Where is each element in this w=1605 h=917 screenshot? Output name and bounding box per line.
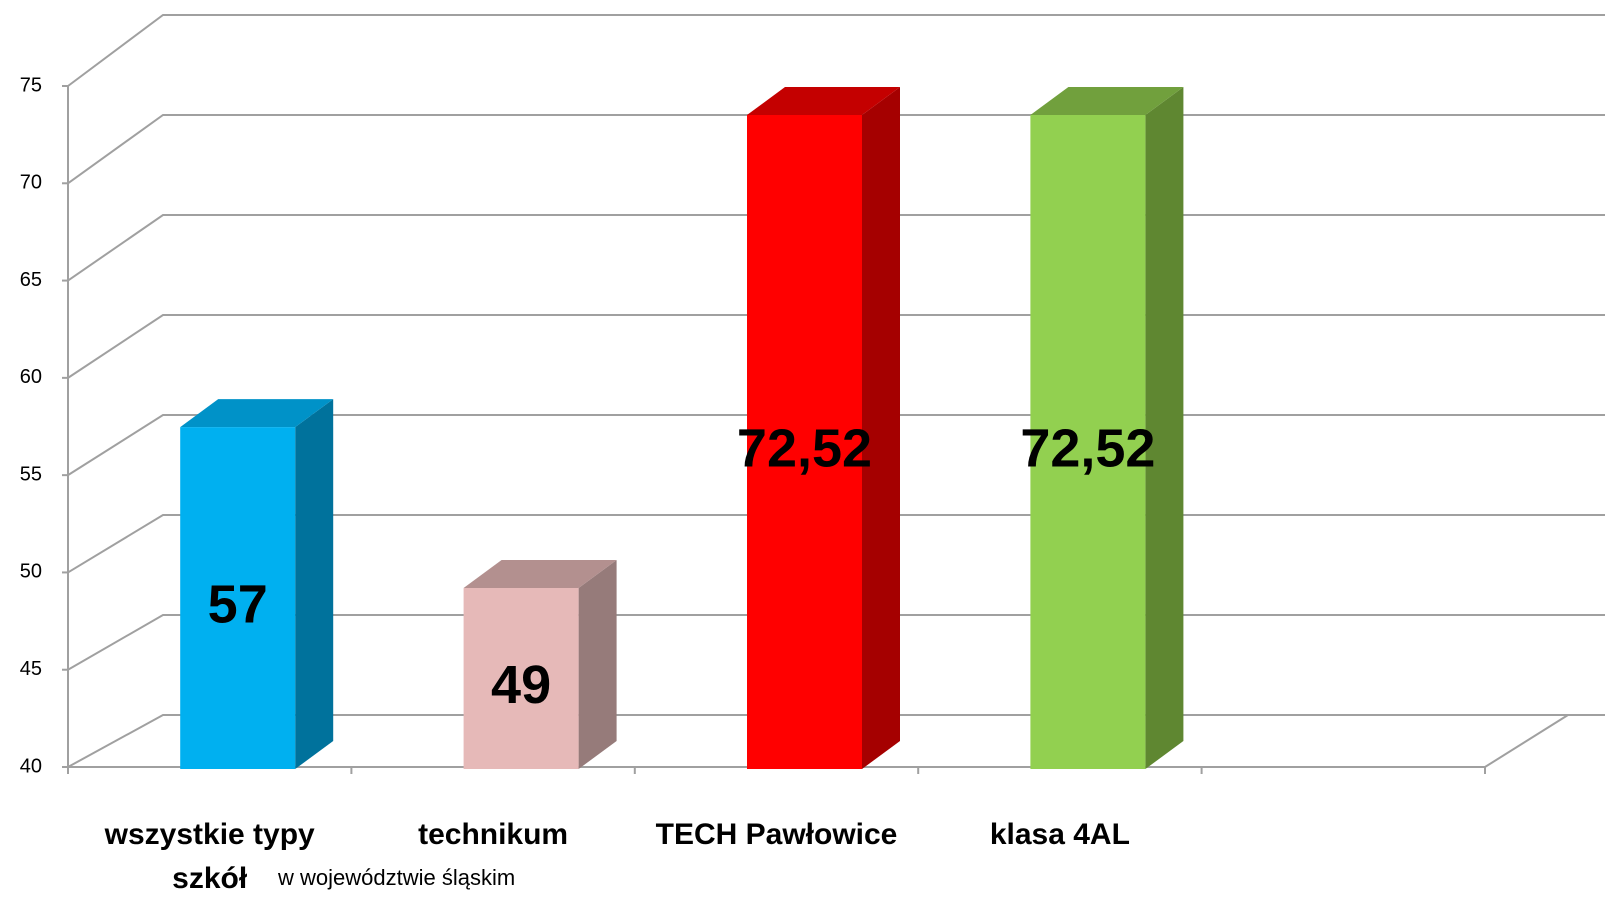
bar-side [295, 399, 334, 769]
x-tick-label: technikum [418, 818, 568, 851]
bar-front [463, 588, 579, 769]
y-tick-label: 45 [20, 658, 42, 680]
bar-front [1030, 115, 1146, 769]
x-tick-label: klasa 4AL [990, 818, 1130, 851]
annotation: w województwie śląskim [277, 865, 515, 890]
bar-front [747, 115, 862, 769]
data-label: 57 [208, 574, 268, 634]
y-tick-label: 55 [20, 463, 42, 485]
data-label: 72,52 [737, 418, 872, 478]
grid-line [67, 14, 1605, 87]
y-tick-label: 65 [20, 269, 42, 291]
x-tick-label: TECH Pawłowice [656, 818, 898, 851]
x-tick-label: wszystkie typy szkół [104, 818, 315, 895]
bar-side [862, 87, 900, 769]
bar [180, 399, 334, 769]
y-tick-label: 60 [20, 366, 42, 388]
y-tick-label: 50 [20, 561, 42, 583]
bar-side [578, 560, 617, 769]
bar [463, 560, 617, 769]
bar-top [463, 560, 617, 589]
data-label: 49 [491, 655, 551, 715]
y-tick-label: 40 [20, 755, 42, 777]
bar-top [180, 399, 334, 428]
data-label: 72,52 [1020, 418, 1155, 478]
bar-top [747, 87, 900, 115]
x-tick-label-line: wszystkie typy [104, 818, 315, 851]
x-tick-label-line: szkół [172, 862, 248, 895]
bar-side [1145, 87, 1184, 769]
bar [747, 87, 900, 769]
bar-top [1030, 87, 1184, 115]
bar-front [180, 427, 296, 769]
y-tick-label: 70 [20, 172, 42, 194]
y-tick-label: 75 [20, 74, 42, 96]
bar [1030, 87, 1184, 769]
